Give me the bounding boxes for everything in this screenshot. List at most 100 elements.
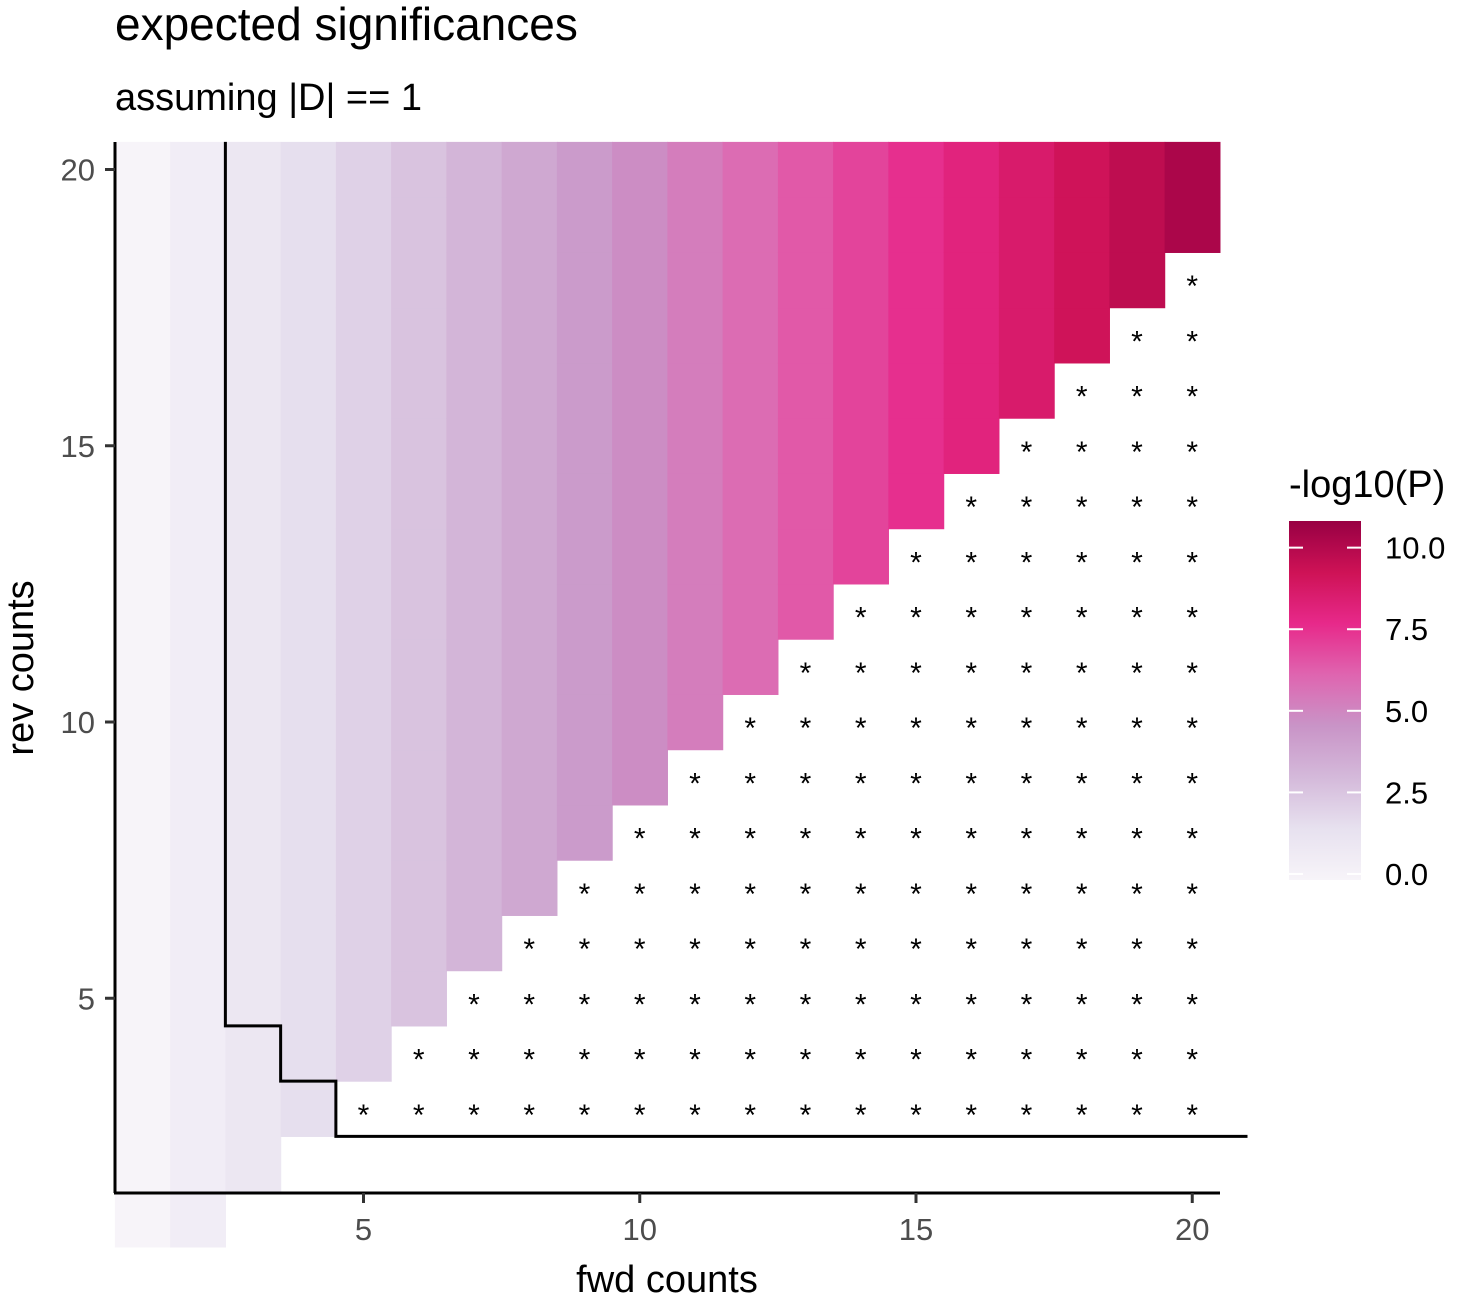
asterisk-marker: * [1186, 988, 1198, 1021]
heatmap-cell [114, 1081, 171, 1137]
heatmap-cell [225, 749, 282, 806]
heatmap-cell [114, 362, 171, 419]
heatmap-cell [391, 528, 447, 585]
asterisk-marker: * [800, 878, 812, 911]
heatmap-cell [777, 197, 834, 253]
heatmap-cell [777, 362, 834, 419]
heatmap-cell [280, 362, 337, 419]
asterisk-marker: * [1131, 602, 1143, 635]
heatmap-cell [888, 362, 945, 419]
heatmap-cell [998, 252, 1055, 309]
asterisk-marker: * [1186, 270, 1198, 303]
asterisk-marker: * [965, 767, 977, 800]
heatmap-cell [335, 307, 392, 364]
asterisk-marker: * [1131, 436, 1143, 469]
heatmap-cell [612, 473, 668, 530]
heatmap-cell [225, 141, 282, 198]
heatmap-cell [280, 197, 337, 253]
heatmap-cell [114, 197, 171, 253]
heatmap-cell [280, 860, 337, 916]
asterisk-marker: * [1131, 325, 1143, 358]
asterisk-marker: * [1076, 767, 1088, 800]
heatmap-cell [335, 252, 392, 309]
heatmap-cell [501, 749, 558, 806]
asterisk-marker: * [1021, 933, 1033, 966]
asterisk-marker: * [1021, 878, 1033, 911]
heatmap-cell [225, 362, 282, 419]
asterisk-marker: * [1021, 767, 1033, 800]
asterisk-marker: * [634, 1099, 646, 1132]
heatmap-cell [391, 418, 447, 474]
heatmap-cell [833, 252, 889, 309]
legend-tick-label: 7.5 [1385, 612, 1428, 647]
heatmap-cell [777, 418, 834, 474]
heatmap-cell [170, 141, 226, 198]
asterisk-marker: * [468, 1044, 480, 1077]
heatmap-cell [170, 915, 226, 972]
heatmap-cell [280, 639, 337, 695]
asterisk-marker: * [358, 1099, 370, 1132]
heatmap-cell [612, 307, 668, 364]
asterisk-marker: * [800, 712, 812, 745]
asterisk-marker: * [1076, 381, 1088, 414]
asterisk-marker: * [579, 1044, 591, 1077]
heatmap-cell [888, 418, 945, 474]
heatmap-cell [225, 583, 282, 640]
heatmap-cell [391, 473, 447, 530]
heatmap-cell [391, 307, 447, 364]
heatmap-cell [446, 473, 503, 530]
heatmap-cell [170, 1136, 226, 1193]
asterisk-marker: * [910, 546, 922, 579]
heatmap-cell [501, 141, 558, 198]
heatmap-cell [114, 1025, 171, 1082]
heatmap-cell [556, 583, 613, 640]
heatmap-cell [446, 307, 503, 364]
heatmap-cell [612, 583, 668, 640]
heatmap-cell [501, 362, 558, 419]
asterisk-marker: * [965, 491, 977, 524]
asterisk-marker: * [1186, 325, 1198, 358]
heatmap-cell [612, 197, 668, 253]
asterisk-marker: * [1186, 657, 1198, 690]
asterisk-marker: * [910, 602, 922, 635]
heatmap-cell [335, 362, 392, 419]
asterisk-marker: * [1076, 823, 1088, 856]
asterisk-marker: * [634, 1044, 646, 1077]
heatmap-cell [1109, 141, 1166, 198]
heatmap-cell [612, 418, 668, 474]
asterisk-marker: * [689, 1099, 701, 1132]
heatmap-cell [225, 418, 282, 474]
heatmap-cell [170, 749, 226, 806]
asterisk-marker: * [523, 933, 535, 966]
asterisk-marker: * [689, 933, 701, 966]
asterisk-marker: * [1186, 491, 1198, 524]
heatmap-cell [280, 749, 337, 806]
heatmap-cell [170, 473, 226, 530]
x-tick-label: 5 [355, 1212, 372, 1247]
asterisk-marker: * [800, 988, 812, 1021]
heatmap-cell [170, 528, 226, 585]
heatmap-cell [833, 362, 889, 419]
heatmap-cell [114, 1136, 171, 1193]
asterisk-marker: * [800, 1044, 812, 1077]
heatmap-cell [722, 362, 779, 419]
legend-tick-label: 5.0 [1385, 694, 1428, 729]
heatmap-cell [556, 694, 613, 751]
heatmap-cell [612, 362, 668, 419]
heatmap-cell [722, 252, 779, 309]
heatmap-cell [833, 528, 889, 585]
asterisk-marker: * [1186, 712, 1198, 745]
asterisk-marker: * [1131, 933, 1143, 966]
heatmap-cell [612, 749, 668, 806]
heatmap-cell [391, 197, 447, 253]
x-tick-label: 15 [899, 1212, 933, 1247]
asterisk-marker: * [1076, 546, 1088, 579]
heatmap-cell [556, 362, 613, 419]
chart-title: expected significances [115, 0, 578, 50]
heatmap-cell [777, 307, 834, 364]
heatmap-cell [612, 694, 668, 751]
asterisk-marker: * [1186, 1044, 1198, 1077]
heatmap-cell [833, 418, 889, 474]
asterisk-marker: * [910, 988, 922, 1021]
